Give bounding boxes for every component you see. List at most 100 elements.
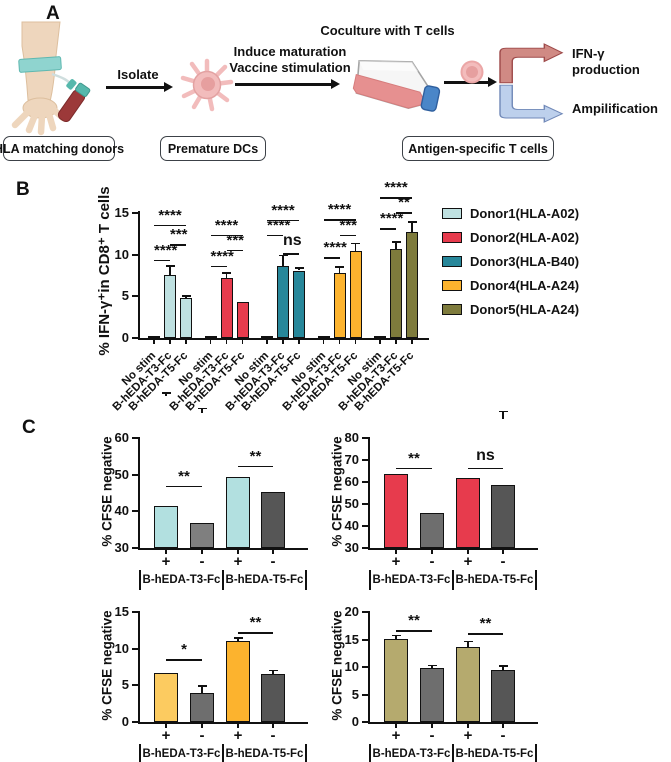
isolate-arrow <box>106 86 164 89</box>
x-tick <box>338 340 341 344</box>
x-tick <box>502 724 504 728</box>
amplification-label: Ampilification <box>572 101 658 116</box>
y-axis-label: % CFSE negative <box>99 610 115 721</box>
isolate-label: Isolate <box>117 67 159 82</box>
maturation-label: Induce maturation Vaccine stimulation <box>214 44 366 75</box>
t-cell-icon <box>460 60 484 84</box>
error-bar-cap <box>165 265 175 267</box>
y-tick-label: 80 <box>344 430 359 445</box>
bar <box>220 278 233 338</box>
significance-line <box>166 658 202 661</box>
y-axis <box>368 437 370 548</box>
y-tick-label: 15 <box>344 631 359 647</box>
y-tick <box>362 547 368 549</box>
cfse-chart-donor2: 30 40 50 60 70 80% CFSE negative + - + - B-hEDA-T3… <box>324 410 564 606</box>
significance-label: **** <box>154 241 178 259</box>
x-axis <box>138 722 308 724</box>
bar <box>317 336 330 338</box>
y-tick-label: 15 <box>114 604 129 619</box>
x-tick <box>209 340 212 344</box>
error-bar <box>338 267 341 273</box>
x-tick <box>322 340 325 344</box>
x-tick <box>282 340 284 344</box>
significance-line <box>396 467 432 470</box>
significance-line <box>267 219 299 222</box>
legend-label: Donor3(HLA-B40) <box>470 254 580 269</box>
error-bar-cap <box>498 665 508 668</box>
y-axis <box>138 211 140 338</box>
y-tick-label: 50 <box>114 466 129 482</box>
significance-line <box>468 467 503 470</box>
significance-label: * <box>181 640 187 658</box>
x-tick <box>272 550 274 554</box>
y-tick-label: 70 <box>344 452 359 467</box>
x-tick <box>431 550 433 554</box>
bar <box>333 273 346 338</box>
coculture-arrow <box>444 81 488 84</box>
bar <box>190 693 214 722</box>
plus-minus-label: - <box>270 727 276 744</box>
significance-label: **** <box>210 247 234 265</box>
y-tick-label: 60 <box>114 430 129 445</box>
significance-line <box>323 218 356 221</box>
error-bar <box>169 266 171 275</box>
legend-item: Donor2(HLA-A02) <box>442 230 579 245</box>
significance-line <box>226 249 243 252</box>
significance-line <box>396 212 412 214</box>
x-tick <box>298 340 300 344</box>
significance-label: **** <box>327 200 352 218</box>
legend: Donor1(HLA-A02) Donor2(HLA-A02) Donor3(HLA… <box>442 206 579 326</box>
y-tick <box>132 253 138 256</box>
x-tick <box>272 724 274 728</box>
error-bar <box>201 686 203 694</box>
significance-label: ns <box>283 232 302 249</box>
plus-minus-label: - <box>270 553 276 570</box>
x-axis <box>138 338 429 340</box>
x-tick <box>467 724 469 728</box>
legend-label: Donor4(HLA-A24) <box>470 278 580 293</box>
error-bar <box>395 635 397 639</box>
error-bar <box>467 641 469 648</box>
error-bar <box>225 273 228 278</box>
x-tick <box>165 724 167 728</box>
error-bar <box>282 255 284 266</box>
legend-label: Donor2(HLA-A02) <box>470 230 580 245</box>
y-tick <box>362 525 368 527</box>
error-bar <box>431 665 433 669</box>
y-tick <box>132 212 138 214</box>
coculture-title: Coculture with T cells <box>320 23 455 38</box>
x-axis <box>138 548 308 550</box>
significance-line <box>170 243 186 246</box>
significance-label: ** <box>408 449 420 467</box>
significance-line <box>238 465 273 468</box>
error-bar <box>298 268 300 271</box>
y-tick <box>362 611 368 613</box>
legend-label: Donor5(HLA-A24) <box>470 302 580 317</box>
bar <box>261 673 285 722</box>
y-tick <box>132 684 138 687</box>
bar <box>154 672 178 722</box>
error-bar-cap <box>351 242 360 245</box>
bar <box>164 274 176 338</box>
significance-label: **** <box>384 179 408 197</box>
bar <box>261 336 273 338</box>
significance-label: **** <box>323 239 347 257</box>
y-axis <box>368 611 370 722</box>
x-tick <box>395 724 397 728</box>
significance-label: **** <box>380 210 404 227</box>
error-bar-cap <box>161 391 171 394</box>
x-tick <box>395 340 397 344</box>
legend-label: Donor1(HLA-A02) <box>470 206 580 221</box>
legend-swatch <box>442 256 462 267</box>
x-tick <box>395 550 397 554</box>
significance-label: ** <box>479 614 492 632</box>
significance-label: ** <box>408 612 420 630</box>
group-separator <box>139 570 141 590</box>
significance-label: ** <box>249 613 262 631</box>
x-tick <box>201 724 203 728</box>
group-separator <box>139 744 141 762</box>
bar <box>226 476 250 548</box>
group-label: B-hEDA-T5-Fc <box>225 748 304 760</box>
significance-line <box>380 197 412 199</box>
group-label: B-hEDA-T3-Fc <box>372 574 451 586</box>
